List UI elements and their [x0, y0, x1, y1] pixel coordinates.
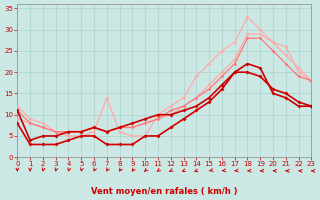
X-axis label: Vent moyen/en rafales ( km/h ): Vent moyen/en rafales ( km/h ) — [91, 187, 238, 196]
